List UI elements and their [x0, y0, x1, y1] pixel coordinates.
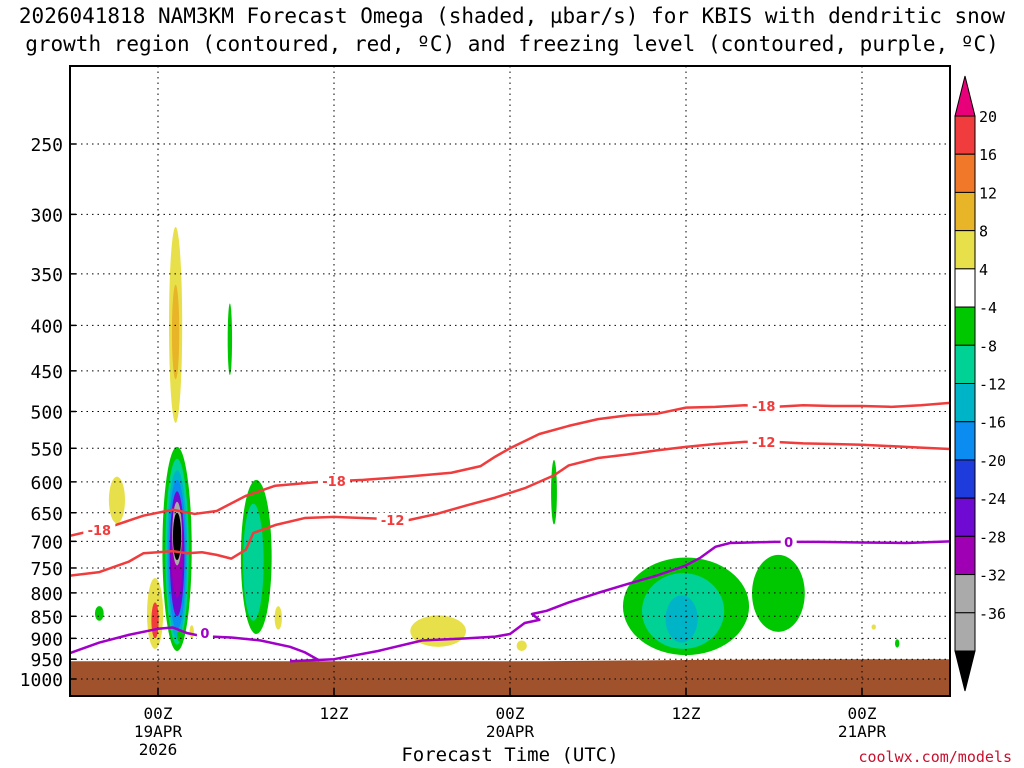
contour-label-zero-a-bg — [196, 626, 213, 641]
chart-title-line-2: growth region (contoured, red, ºC) and f… — [25, 32, 999, 56]
contour-label-zero-a: 0 — [200, 627, 209, 642]
omega-region-16 — [251, 541, 261, 608]
omega-region-26 — [665, 595, 698, 643]
colorbar-label-0: 20 — [979, 108, 997, 126]
colorbar-label-1: 16 — [979, 146, 997, 164]
contour-minus18 — [70, 401, 950, 538]
y-tick-label-500: 500 — [30, 403, 63, 424]
omega-region-23 — [551, 460, 557, 525]
contour-label-minus12-b: -12 — [752, 436, 776, 451]
y-tick-label-650: 650 — [30, 504, 63, 525]
contour-label-minus18-b-bg — [318, 474, 350, 489]
temperature-contours: -18 -18 -18 -12 -12 0 0 — [70, 399, 950, 663]
colorbar-box-last — [954, 612, 976, 652]
omega-region-18 — [94, 606, 104, 621]
omega-region-29 — [871, 624, 876, 630]
omega-region-19 — [189, 625, 194, 639]
colorbar-box-9 — [954, 459, 976, 499]
credit-link[interactable]: coolwx.com/models — [858, 748, 1012, 766]
colorbar-label-3: 8 — [979, 223, 988, 241]
colorbar-label-5: -4 — [979, 299, 997, 317]
colorbar-box-4 — [954, 268, 976, 308]
colorbar-box-11 — [954, 535, 976, 576]
colorbar-label-10: -24 — [979, 490, 1006, 508]
omega-region-12 — [172, 512, 182, 561]
contour-label-minus12-a-bg — [376, 512, 409, 527]
x-axis-title: Forecast Time (UTC) — [401, 744, 619, 766]
x-tick-label-60: 00Z — [848, 704, 877, 723]
colorbar-label-6: -8 — [979, 337, 997, 355]
colorbar-label-9: -20 — [979, 452, 1006, 470]
y-tick-label-900: 900 — [30, 629, 63, 650]
colorbar-label-12: -32 — [979, 567, 1006, 585]
y-tick-label-950: 950 — [30, 650, 63, 671]
x-tick-label-12: 00Z — [144, 704, 173, 723]
colorbar-box-10 — [954, 497, 976, 537]
colorbar-box-5 — [954, 306, 976, 346]
omega-region-1 — [171, 284, 180, 380]
colorbar: 20 16 12 8 4 -4 -8 -12 -16 -20 -24 -28 -32 -36 — [954, 75, 1006, 692]
omega-region-27 — [752, 554, 805, 632]
x-tick-date-12: 19APR — [134, 722, 183, 741]
colorbar-box-7 — [954, 383, 976, 423]
y-tick-label-300: 300 — [30, 205, 63, 226]
y-axis: 2503003504004505005506006507007508008509… — [20, 135, 76, 691]
contour-label-minus18-c-bg — [747, 399, 780, 414]
omega-region-22 — [516, 640, 527, 651]
colorbar-box-12 — [954, 574, 976, 614]
colorbar-box-1 — [954, 153, 976, 193]
colorbar-box-0 — [954, 115, 976, 155]
omega-region-28 — [895, 639, 900, 648]
contour-label-minus18-c: -18 — [752, 400, 776, 415]
colorbar-label-2: 12 — [979, 184, 997, 202]
contour-label-zero-b: 0 — [784, 536, 793, 551]
colorbar-label-4: 4 — [979, 261, 988, 279]
colorbar-box-8 — [954, 421, 976, 461]
x-tick-label-48: 12Z — [672, 704, 701, 723]
colorbar-box-2 — [954, 191, 976, 232]
omega-region-13 — [227, 303, 233, 376]
colorbar-cap-top — [954, 75, 976, 117]
contour-label-minus12-b-bg — [747, 434, 780, 449]
contour-label-minus18-a: -18 — [88, 524, 112, 539]
omega-region-20 — [274, 606, 282, 630]
omega-region-2 — [108, 476, 125, 524]
y-tick-label-400: 400 — [30, 316, 63, 337]
x-tick-year-12: 2026 — [139, 740, 178, 759]
grid-lines — [70, 66, 950, 696]
y-tick-label-250: 250 — [30, 135, 63, 156]
y-tick-label-350: 350 — [30, 265, 63, 286]
contour-label-minus18-b: -18 — [322, 475, 346, 490]
colorbar-box-3 — [954, 230, 976, 270]
y-tick-label-850: 850 — [30, 607, 63, 628]
y-tick-label-700: 700 — [30, 532, 63, 553]
colorbar-label-13: -36 — [979, 605, 1006, 623]
x-tick-label-24: 12Z — [320, 704, 349, 723]
y-tick-label-1000: 1000 — [20, 670, 63, 691]
colorbar-cap-bottom — [954, 650, 976, 692]
colorbar-label-8: -16 — [979, 414, 1006, 432]
y-tick-label-800: 800 — [30, 584, 63, 605]
x-tick-date-60: 21APR — [838, 722, 887, 741]
contour-label-zero-b-bg — [780, 534, 797, 549]
y-tick-label-600: 600 — [30, 473, 63, 494]
contour-label-minus12-a: -12 — [381, 514, 405, 529]
x-tick-label-36: 00Z — [496, 704, 525, 723]
colorbar-label-11: -28 — [979, 528, 1006, 546]
contour-zero-west — [70, 626, 320, 662]
contour-label-minus18-a-bg — [83, 523, 116, 538]
y-tick-label-450: 450 — [30, 362, 63, 383]
colorbar-box-6 — [954, 344, 976, 384]
omega-shading — [94, 227, 900, 656]
y-tick-label-550: 550 — [30, 439, 63, 460]
colorbar-label-7: -12 — [979, 376, 1006, 394]
chart-title-line-1: 2026041818 NAM3KM Forecast Omega (shaded… — [18, 4, 1006, 28]
y-tick-label-750: 750 — [30, 559, 63, 580]
x-tick-date-36: 20APR — [486, 722, 535, 741]
